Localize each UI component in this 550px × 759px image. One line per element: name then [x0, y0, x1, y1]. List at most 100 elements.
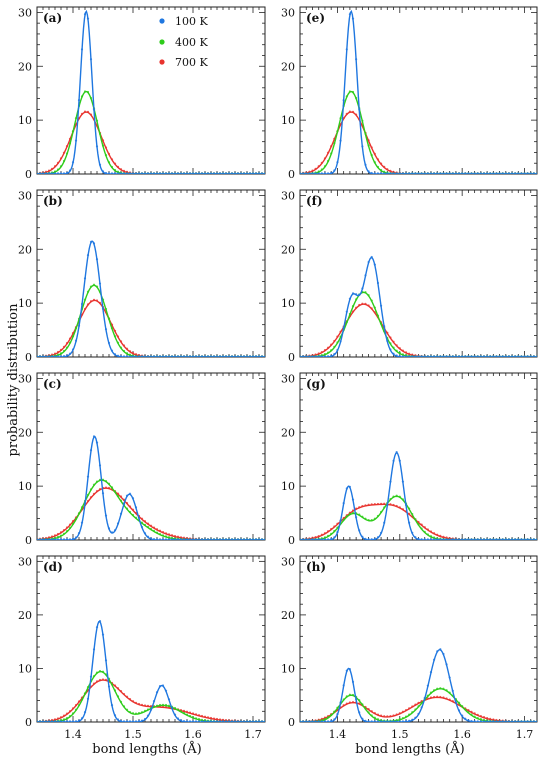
series-point-100k — [167, 355, 171, 357]
series-point-400k — [432, 689, 436, 692]
series-point-400k — [358, 699, 361, 702]
series-point-100k — [119, 172, 123, 174]
series-point-700k — [476, 713, 479, 716]
series-point-100k — [392, 720, 395, 722]
series-point-100k — [454, 355, 458, 357]
series-point-100k — [486, 538, 489, 540]
series-point-100k — [197, 172, 201, 174]
series-point-100k — [65, 171, 69, 174]
series-point-100k — [386, 503, 389, 507]
series-point-700k — [355, 306, 358, 309]
series-point-100k — [395, 354, 398, 357]
series-point-100k — [408, 172, 411, 174]
series-point-100k — [432, 538, 436, 540]
series-point-100k — [302, 538, 305, 540]
series-point-400k — [411, 512, 414, 516]
series-point-400k — [376, 514, 380, 518]
series-point-100k — [370, 538, 373, 540]
series-point-100k — [507, 720, 511, 722]
y-tick-label: 30 — [18, 555, 32, 568]
series-point-100k — [326, 720, 330, 722]
series-line-400k — [300, 90, 537, 174]
series-point-100k — [53, 172, 57, 174]
series-point-400k — [122, 705, 126, 708]
series-point-700k — [473, 712, 476, 715]
series-point-100k — [125, 720, 129, 722]
series-point-400k — [330, 152, 333, 155]
series-point-100k — [370, 171, 373, 174]
series-point-100k — [464, 538, 467, 540]
series-point-700k — [392, 503, 395, 507]
series-point-100k — [71, 537, 75, 540]
series-point-100k — [535, 720, 537, 722]
series-point-100k — [158, 685, 162, 688]
series-point-100k — [179, 538, 183, 540]
series-point-400k — [414, 708, 417, 711]
series-point-700k — [401, 710, 405, 713]
series-point-400k — [83, 692, 87, 695]
series-point-700k — [119, 340, 123, 343]
series-point-400k — [98, 478, 102, 481]
series-point-100k — [170, 538, 174, 540]
series-point-100k — [302, 355, 305, 357]
series-point-100k — [520, 720, 523, 722]
series-point-400k — [351, 305, 355, 308]
series-point-700k — [320, 161, 323, 164]
series-point-100k — [361, 717, 364, 720]
series-point-400k — [473, 715, 476, 718]
series-point-100k — [230, 538, 234, 540]
series-point-400k — [379, 168, 383, 172]
series-point-700k — [143, 704, 147, 707]
series-point-400k — [146, 525, 150, 529]
series-point-100k — [305, 538, 308, 540]
series-point-700k — [336, 522, 339, 525]
series-point-700k — [131, 508, 135, 511]
series-point-700k — [59, 716, 63, 719]
y-tick-label: 10 — [281, 114, 295, 127]
series-point-100k — [336, 713, 339, 716]
series-point-100k — [364, 274, 367, 277]
series-point-400k — [143, 709, 147, 713]
series-point-100k — [143, 532, 147, 535]
series-point-100k — [501, 720, 504, 722]
series-point-100k — [209, 538, 213, 540]
series-point-100k — [44, 720, 48, 722]
series-point-400k — [80, 698, 84, 701]
series-point-100k — [101, 633, 105, 636]
series-point-100k — [101, 492, 105, 495]
series-point-100k — [355, 293, 358, 296]
series-line-100k — [37, 240, 265, 357]
series-point-700k — [86, 499, 90, 503]
panel-a: 0 10 20 30 (a) — [18, 6, 266, 181]
series-point-400k — [379, 322, 383, 325]
series-point-100k — [176, 172, 180, 174]
series-point-700k — [137, 702, 141, 706]
series-point-100k — [101, 307, 105, 310]
series-point-100k — [489, 172, 492, 174]
series-point-100k — [152, 172, 156, 174]
series-point-700k — [373, 711, 376, 715]
series-point-700k — [167, 533, 171, 536]
series-point-400k — [336, 341, 339, 344]
series-point-100k — [95, 145, 99, 148]
series-point-100k — [77, 324, 81, 327]
series-point-100k — [191, 355, 195, 357]
series-line-400k — [37, 90, 265, 174]
series-point-100k — [348, 485, 351, 488]
series-point-100k — [242, 172, 246, 174]
series-point-400k — [429, 535, 433, 538]
series-point-700k — [107, 486, 111, 490]
series-point-700k — [432, 532, 436, 535]
series-point-400k — [110, 165, 114, 169]
series-point-700k — [339, 330, 342, 333]
series-point-700k — [408, 707, 411, 710]
series-point-100k — [113, 714, 117, 717]
series-point-100k — [532, 538, 535, 540]
series-point-100k — [221, 172, 225, 174]
series-point-100k — [107, 685, 111, 688]
series-point-700k — [74, 703, 78, 707]
series-point-400k — [155, 531, 159, 534]
series-point-100k — [395, 451, 398, 454]
series-point-700k — [311, 169, 314, 172]
series-point-400k — [392, 495, 395, 498]
